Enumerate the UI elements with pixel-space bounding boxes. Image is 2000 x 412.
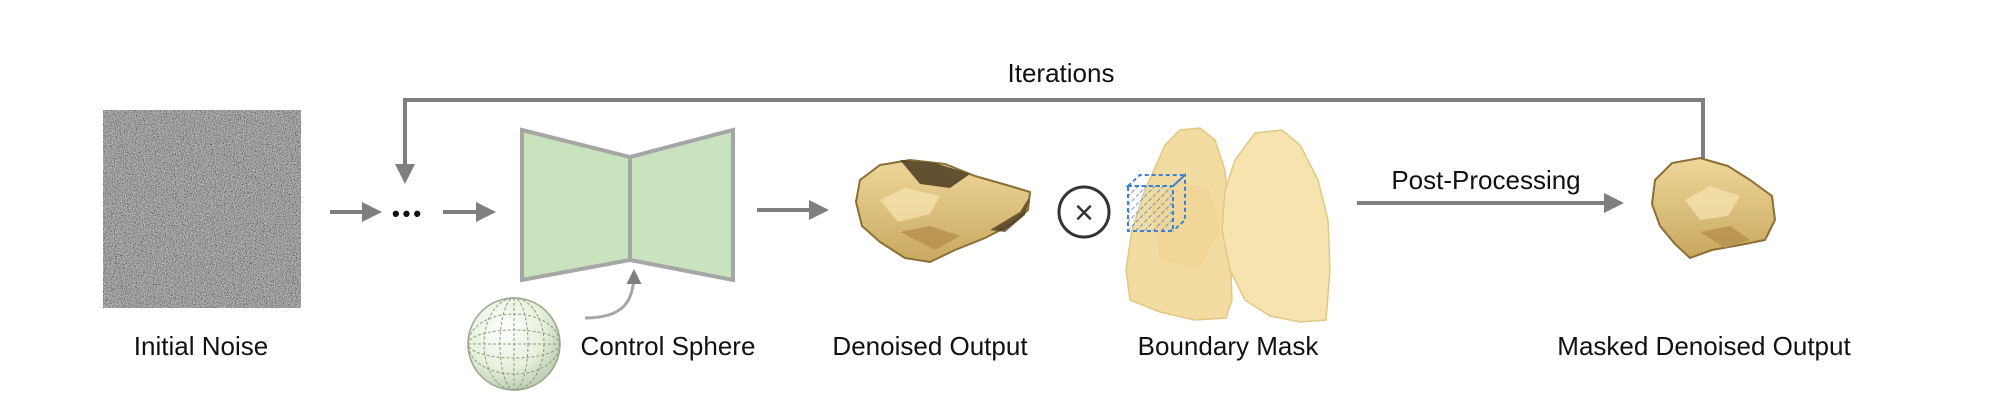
- initial-noise-image: [103, 110, 301, 308]
- masked-denoised-output-tumor: [1650, 156, 1777, 260]
- control-sphere-label: Control Sphere: [581, 331, 756, 361]
- initial-noise-label: Initial Noise: [134, 331, 268, 361]
- multiply-operator: ×: [1057, 185, 1111, 239]
- boundary-mask-label: Boundary Mask: [1138, 331, 1320, 361]
- iterations-loop: Iterations: [395, 58, 1705, 184]
- post-processing-label: Post-Processing: [1391, 165, 1580, 195]
- denoised-output-tumor: [854, 158, 1032, 264]
- masked-denoised-output-label: Masked Denoised Output: [1557, 331, 1851, 361]
- iterations-label: Iterations: [1008, 58, 1115, 88]
- control-sphere: [467, 297, 561, 391]
- unet-model: [520, 127, 735, 283]
- denoised-output-label: Denoised Output: [832, 331, 1028, 361]
- ellipsis-dots: •••: [392, 201, 424, 226]
- boundary-mask-lungs: [1125, 127, 1331, 323]
- arrow-sphere-to-unet: [584, 269, 642, 320]
- multiply-symbol: ×: [1074, 194, 1094, 232]
